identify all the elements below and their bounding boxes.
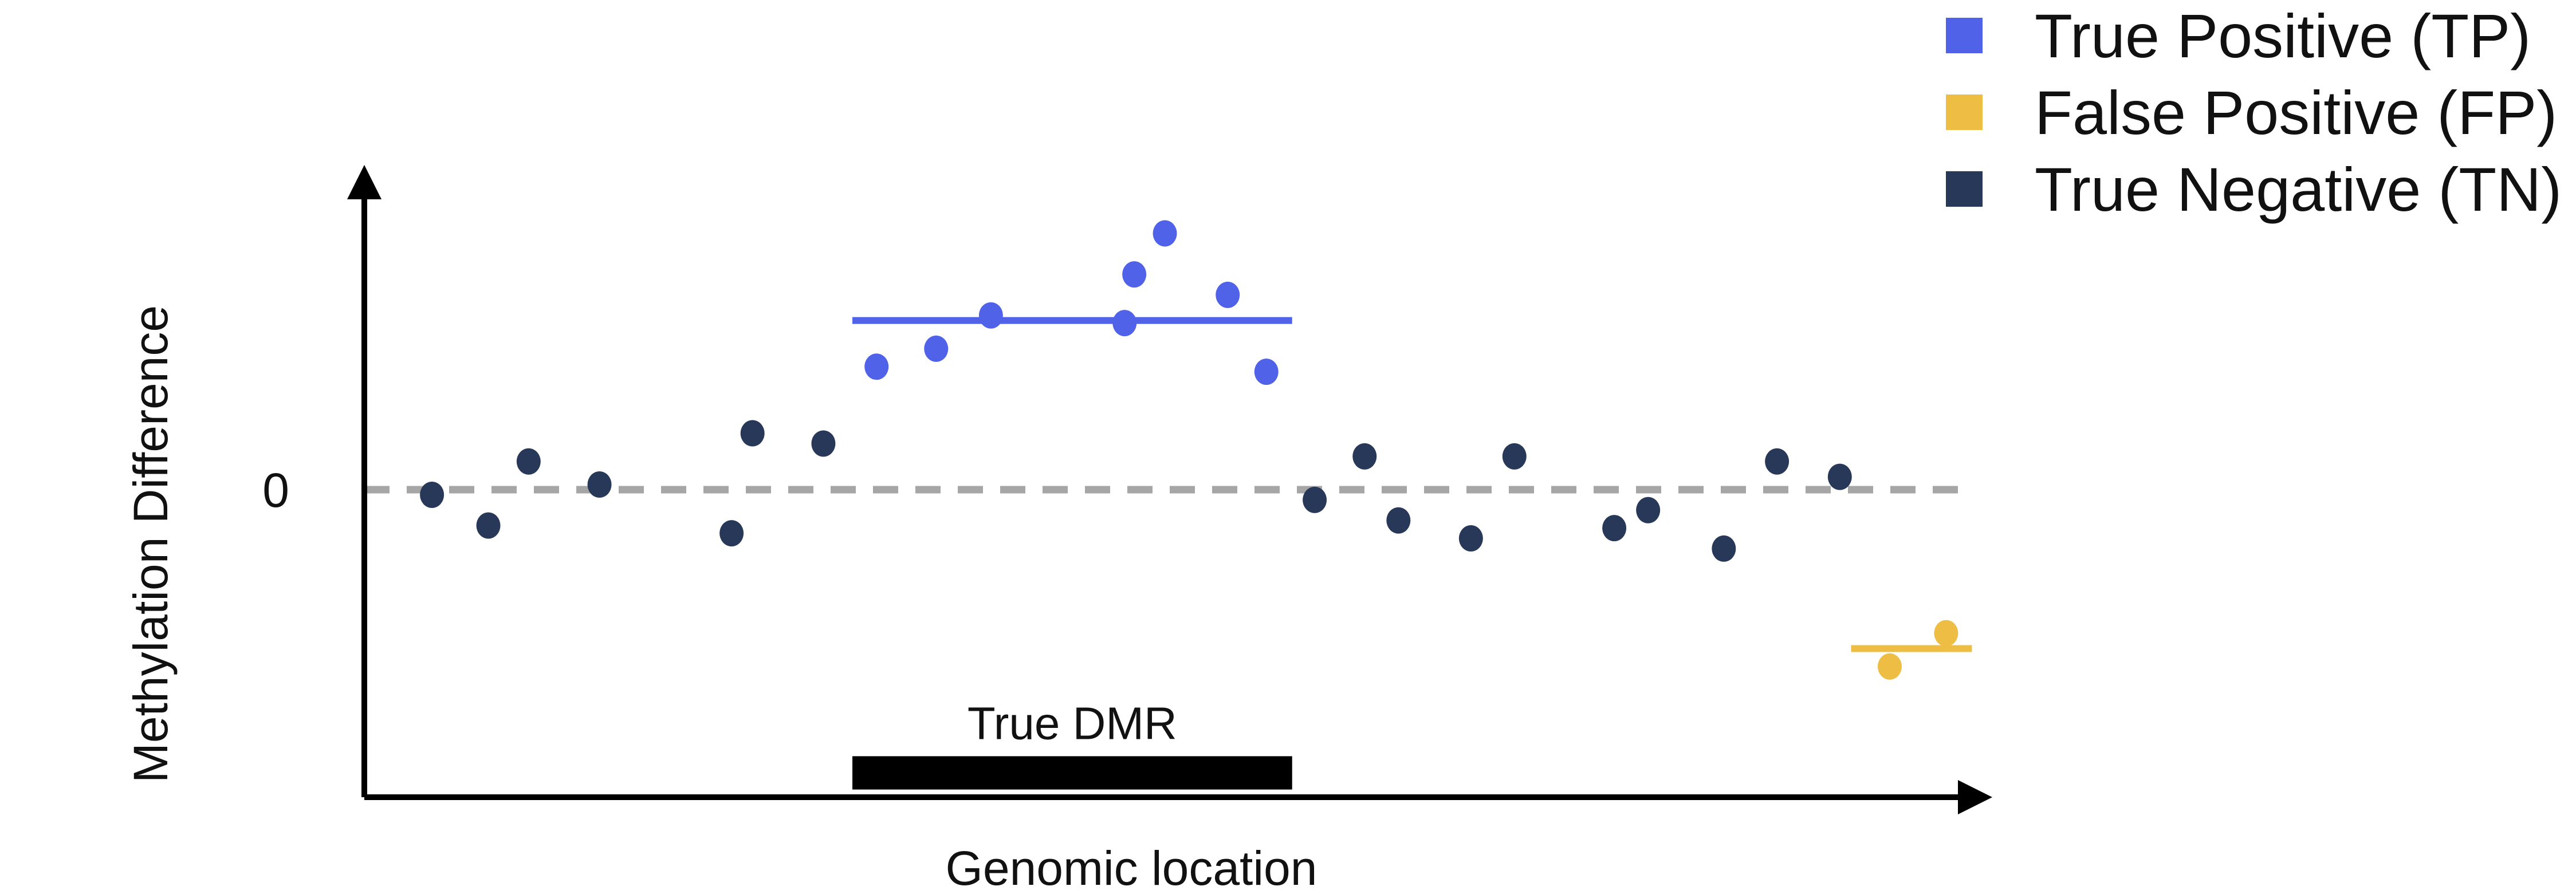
tp-point <box>1216 281 1240 308</box>
segment-layer <box>852 317 1972 652</box>
tn-point <box>1712 535 1736 562</box>
tn-point <box>516 448 541 475</box>
tn-point <box>476 512 501 539</box>
tn-point <box>1765 448 1790 475</box>
tn-point <box>719 520 744 547</box>
legend-swatch-fp <box>1946 94 1983 130</box>
legend-swatch-tp <box>1946 18 1983 53</box>
y-tick-label: 0 <box>262 463 289 517</box>
tn-point <box>1303 486 1327 513</box>
legend-label-tp: True Positive (TP) <box>2035 1 2531 70</box>
tp-point <box>1153 220 1177 247</box>
tn-point <box>1458 525 1483 552</box>
point-layer <box>420 220 1958 680</box>
tn-point <box>1827 463 1852 490</box>
tp-point <box>864 353 889 380</box>
legend-label-fp: False Positive (FP) <box>2035 78 2557 147</box>
legend-label-tn: True Negative (TN) <box>2035 155 2562 224</box>
annotation-layer: True DMR <box>852 698 1292 790</box>
tp-point <box>1122 261 1147 288</box>
tick-layer: 0 <box>262 463 289 517</box>
legend-swatch-tn <box>1946 171 1983 207</box>
fp-point <box>1877 653 1902 680</box>
tn-point <box>1602 515 1627 542</box>
axes-layer <box>347 165 1992 814</box>
y-axis-title: Methylation Difference <box>124 305 178 783</box>
legend: True Positive (TP) False Positive (FP) Tru… <box>1946 1 2562 224</box>
tn-point <box>587 471 612 498</box>
tp-point <box>978 302 1003 329</box>
tn-point <box>1636 497 1661 523</box>
tn-point <box>1352 443 1377 470</box>
tn-point <box>1386 507 1411 534</box>
true-dmr-label: True DMR <box>968 698 1177 749</box>
tp-point <box>924 335 949 362</box>
true-dmr-bar <box>852 756 1292 790</box>
tn-point <box>1502 443 1527 470</box>
tn-point <box>740 420 765 447</box>
x-axis-title: Genomic location <box>946 841 1318 894</box>
tp-point <box>1112 310 1137 337</box>
tn-point <box>811 430 836 457</box>
tn-point <box>420 481 445 508</box>
tp-point <box>1254 359 1279 385</box>
fp-point <box>1934 620 1958 647</box>
